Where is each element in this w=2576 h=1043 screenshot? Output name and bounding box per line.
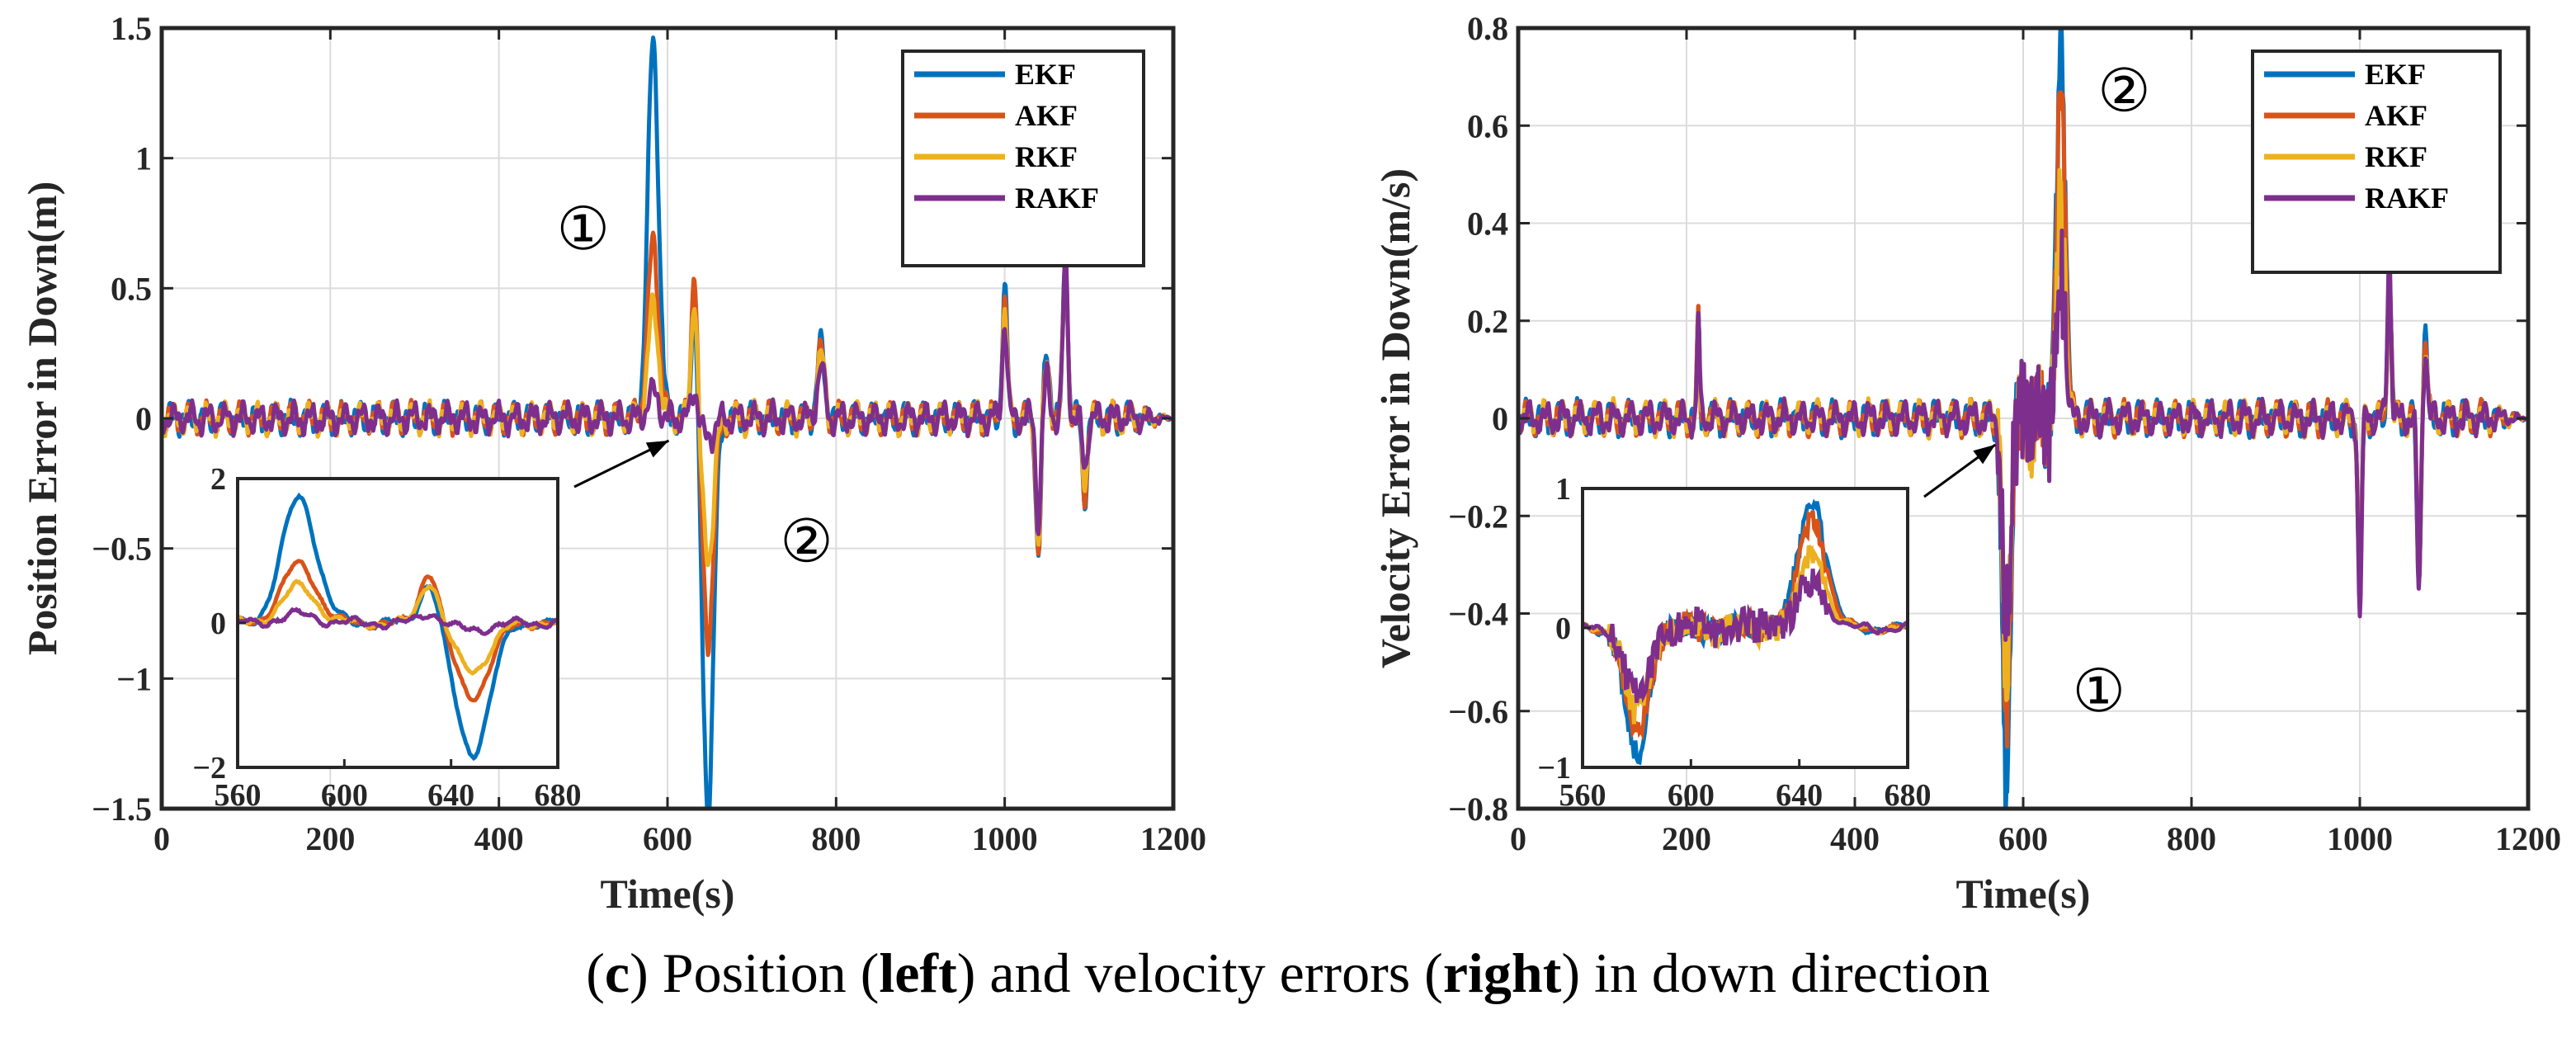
y-tick-label: 0.6	[1467, 107, 1508, 144]
inset-plot: 560 600 640 680−202	[192, 462, 581, 813]
series-line-rakf	[162, 249, 1173, 536]
caption-text-4: ) in down direction	[1561, 942, 1990, 1004]
legend-label-rakf: RAKF	[1015, 182, 1099, 215]
y-tick-label: 1	[135, 140, 152, 177]
x-tick-label: 1000	[2327, 820, 2393, 857]
inset-y-tick-label: −1	[1537, 751, 1571, 786]
series-line-rakf	[1518, 228, 2528, 642]
x-tick-label: 800	[2167, 820, 2216, 857]
zoom-arrow-head	[645, 440, 669, 458]
legend-label-rkf: RKF	[2365, 140, 2427, 173]
caption-text-2: ) Position (	[630, 942, 880, 1004]
legend-label-akf: AKF	[2365, 99, 2427, 132]
legend-label-ekf: EKF	[2365, 58, 2426, 91]
x-tick-label: 1200	[2495, 820, 2561, 857]
legend-label-ekf: EKF	[1015, 58, 1076, 91]
y-tick-label: −0.4	[1448, 596, 1508, 633]
legend: EKF AKF RKF RAKF	[2251, 50, 2502, 274]
annotation-marker-1: ②	[2097, 59, 2151, 125]
x-tick-label: 400	[474, 820, 524, 857]
x-tick-label: 600	[1998, 820, 2048, 857]
legend: EKF AKF RKF RAKF	[901, 50, 1145, 267]
x-tick-label: 200	[305, 820, 355, 857]
y-tick-label: 0	[1492, 400, 1508, 437]
legend-box	[2251, 50, 2502, 274]
x-tick-label: 600	[643, 820, 692, 857]
x-tick-label: 400	[1830, 820, 1880, 857]
x-tick-label: 1000	[972, 820, 1038, 857]
inset-y-tick-label: 1	[1555, 472, 1571, 507]
inset-y-tick-label: 2	[210, 462, 226, 497]
x-tick-label: 0	[153, 820, 170, 857]
figure-caption: (c) Position (left) and velocity errors …	[0, 941, 2576, 1006]
x-tick-label: 1200	[1140, 820, 1206, 857]
annotation-marker-2: ①	[2073, 658, 2126, 724]
inset-y-tick-label: 0	[210, 606, 226, 641]
zoom-arrow-head	[1973, 444, 1996, 465]
inset-series-rakf	[1583, 568, 1908, 704]
legend-label-rkf: RKF	[1015, 140, 1078, 173]
x-tick-label: 800	[811, 820, 861, 857]
y-tick-label: 1.5	[111, 10, 152, 47]
y-tick-label: 0.5	[111, 270, 152, 307]
x-axis-label: Time(s)	[1956, 871, 2091, 917]
legend-label-akf: AKF	[1015, 99, 1078, 132]
inset-plot: 560 600 640 680−101	[1537, 472, 1931, 813]
y-tick-label: −0.2	[1448, 498, 1508, 535]
y-tick-label: −1.5	[92, 791, 152, 828]
inset-series-rakf	[238, 606, 558, 636]
caption-text-1: (	[586, 942, 605, 1004]
x-tick-label: 200	[1662, 820, 1711, 857]
y-tick-label: −0.5	[92, 531, 152, 568]
inset-y-tick-label: −2	[192, 751, 226, 786]
caption-letter: c	[604, 942, 630, 1004]
inset-y-tick-label: 0	[1555, 611, 1571, 646]
annotation-marker-2: ②	[780, 508, 833, 574]
y-tick-label: 0.4	[1467, 205, 1508, 243]
x-tick-label: 0	[1510, 820, 1526, 857]
legend-label-rakf: RAKF	[2365, 182, 2449, 215]
y-tick-label: 0	[135, 400, 152, 437]
caption-text-3: ) and velocity errors (	[956, 942, 1443, 1004]
y-axis-label: Velocity Error in Down(m/s)	[1372, 168, 1418, 668]
annotation-marker-1: ①	[557, 196, 611, 262]
y-axis-label: Position Error in Down(m)	[19, 182, 65, 656]
caption-right-word: right	[1442, 942, 1562, 1004]
y-tick-label: 0.8	[1467, 10, 1508, 47]
caption-left-word: left	[879, 942, 957, 1004]
y-tick-label: −0.6	[1448, 693, 1508, 730]
y-tick-label: −1	[116, 660, 152, 697]
x-axis-label: Time(s)	[601, 871, 735, 917]
y-tick-label: −0.8	[1448, 791, 1508, 828]
y-tick-label: 0.2	[1467, 303, 1508, 340]
